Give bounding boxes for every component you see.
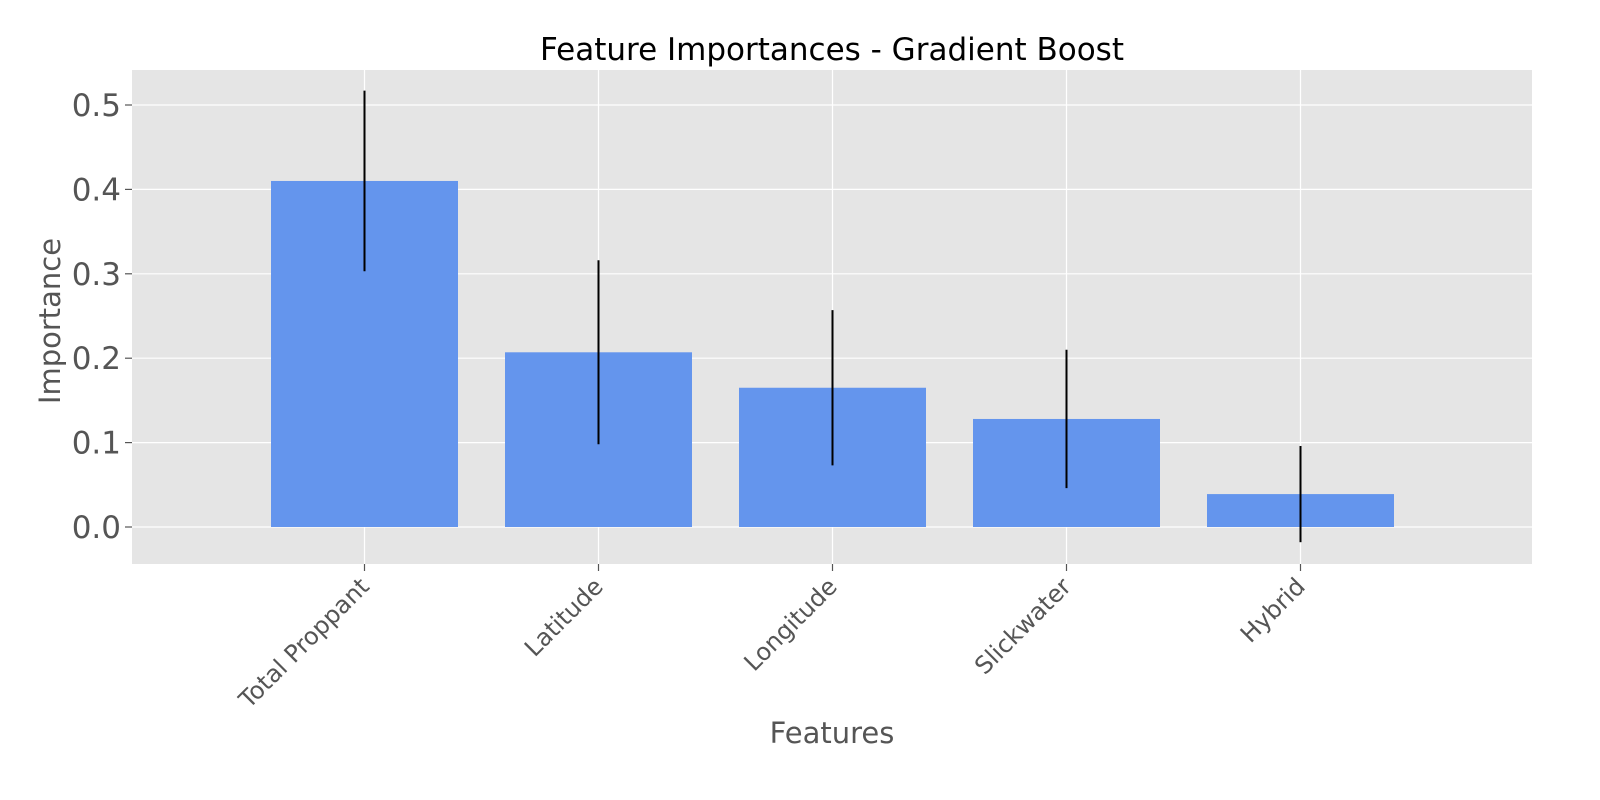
x-axis-label: Features — [770, 716, 895, 750]
y-tick-label: 0.3 — [72, 257, 121, 293]
y-tick-label: 0.2 — [72, 341, 121, 377]
error-bars — [363, 90, 1302, 543]
y-tick-label: 0.4 — [72, 172, 121, 208]
chart-title: Feature Importances - Gradient Boost — [540, 32, 1124, 68]
y-axis-label: Importance — [33, 238, 67, 404]
x-tick-label: Hybrid — [1235, 572, 1311, 648]
x-tick-label: Slickwater — [969, 572, 1077, 680]
x-tick-label: Total Proppant — [233, 572, 375, 714]
axis-ticks — [125, 104, 1302, 571]
x-tick-label: Longitude — [739, 572, 843, 676]
y-tick-label: 0.5 — [72, 88, 121, 124]
y-tick-label: 0.0 — [72, 510, 121, 546]
y-tick-label: 0.1 — [72, 426, 121, 462]
x-tick-label: Latitude — [519, 572, 609, 662]
